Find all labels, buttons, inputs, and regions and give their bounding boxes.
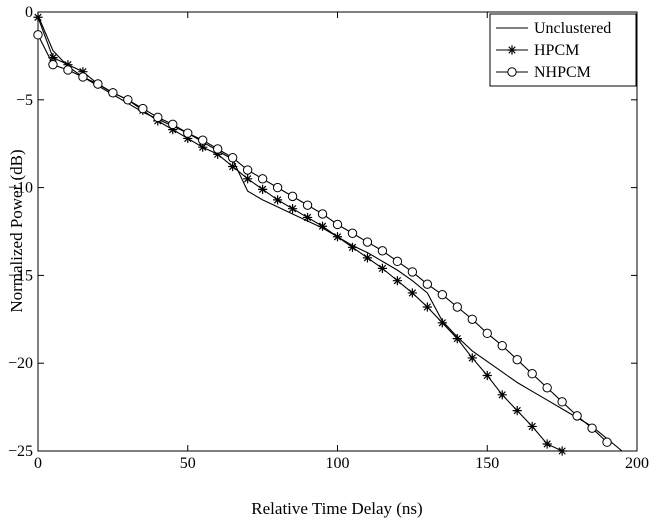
data-point-hpcm (407, 288, 417, 298)
data-point-hpcm (482, 370, 492, 381)
data-point-nhpcm (467, 314, 477, 324)
data-point-nhpcm (392, 256, 403, 267)
data-point-hpcm (452, 334, 462, 344)
data-point-hpcm (198, 142, 208, 152)
data-point-nhpcm (377, 246, 388, 256)
data-point-hpcm (542, 439, 552, 449)
data-point-nhpcm (332, 219, 343, 230)
y-tick-label: −25 (8, 443, 33, 460)
y-tick-label: −5 (16, 92, 33, 109)
axis-ticks: 0 50 100 150 200 0 −5 −10 −15 −20 −25 (8, 4, 649, 472)
series-layer (33, 12, 623, 456)
data-point-nhpcm (93, 79, 103, 89)
data-point-nhpcm (302, 200, 313, 210)
data-point-nhpcm (123, 95, 133, 105)
data-point-nhpcm (33, 30, 43, 40)
data-point-hpcm (48, 53, 58, 63)
data-point-hpcm (168, 125, 178, 135)
data-point-hpcm (33, 12, 43, 22)
data-point-hpcm (377, 263, 388, 273)
data-point-nhpcm (512, 354, 522, 365)
data-point-hpcm (243, 174, 253, 184)
legend: Unclustered HPCM NHPCM (489, 13, 637, 87)
data-point-nhpcm (213, 144, 223, 154)
data-point-hpcm (512, 406, 522, 416)
legend-marker (507, 67, 517, 77)
data-point-nhpcm (48, 59, 58, 70)
data-point-hpcm (332, 232, 343, 242)
data-point-nhpcm (168, 119, 178, 130)
data-point-nhpcm (317, 209, 328, 219)
legend-marker (507, 45, 517, 55)
data-point-hpcm (183, 133, 193, 144)
data-point-nhpcm (602, 437, 612, 447)
data-point-hpcm (273, 195, 283, 205)
data-point-nhpcm (227, 153, 238, 163)
x-axis-label: Relative Time Delay (ns) (251, 499, 422, 518)
data-point-nhpcm (482, 328, 492, 339)
data-point-hpcm (317, 221, 328, 231)
data-point-hpcm (467, 353, 477, 363)
series-nhpcm (33, 30, 612, 447)
data-point-nhpcm (437, 290, 448, 300)
data-point-hpcm (527, 421, 537, 432)
data-point-nhpcm (362, 237, 373, 247)
x-tick-label: 50 (180, 455, 196, 472)
data-point-hpcm (557, 446, 567, 456)
data-point-nhpcm (242, 165, 253, 175)
data-point-nhpcm (183, 128, 193, 138)
x-tick-label: 200 (625, 455, 649, 472)
y-tick-label: −15 (8, 267, 33, 284)
data-point-hpcm (258, 184, 268, 194)
data-point-hpcm (302, 212, 313, 223)
data-point-nhpcm (272, 182, 283, 193)
data-point-nhpcm (422, 279, 433, 289)
series-line-unclustered (37, 15, 623, 452)
data-point-nhpcm (108, 88, 118, 98)
y-tick-label: −10 (8, 180, 33, 197)
data-point-nhpcm (557, 397, 567, 407)
series-unclustered (37, 15, 623, 452)
data-point-nhpcm (287, 191, 298, 202)
legend-label: HPCM (534, 42, 579, 59)
y-axis-label: Normalized Power (dB) (7, 149, 26, 312)
data-point-nhpcm (347, 228, 358, 238)
data-point-nhpcm (452, 302, 462, 312)
data-point-hpcm (213, 149, 223, 159)
y-tick-label: −20 (8, 355, 33, 372)
x-tick-label: 0 (34, 455, 42, 472)
data-point-nhpcm (138, 103, 148, 114)
data-point-nhpcm (527, 369, 537, 379)
y-tick-label: 0 (25, 4, 33, 21)
data-point-nhpcm (153, 112, 163, 123)
data-point-nhpcm (78, 72, 88, 82)
x-tick-label: 150 (475, 455, 499, 472)
data-point-nhpcm (497, 340, 507, 351)
legend-label: NHPCM (534, 64, 591, 81)
data-point-nhpcm (63, 65, 73, 75)
x-tick-label: 100 (326, 455, 350, 472)
data-point-nhpcm (572, 411, 582, 421)
data-point-hpcm (422, 302, 432, 312)
data-point-nhpcm (587, 423, 597, 433)
data-point-nhpcm (257, 174, 268, 184)
data-point-nhpcm (198, 135, 208, 145)
data-point-hpcm (63, 60, 73, 70)
data-point-nhpcm (542, 383, 552, 393)
data-point-hpcm (347, 242, 358, 252)
data-point-hpcm (78, 67, 88, 77)
data-point-hpcm (362, 253, 373, 263)
legend-label: Unclustered (534, 20, 611, 37)
data-point-hpcm (287, 204, 298, 214)
data-point-hpcm (497, 390, 507, 400)
data-point-hpcm (228, 161, 238, 172)
data-point-nhpcm (407, 267, 418, 277)
data-point-hpcm (437, 318, 447, 328)
data-point-hpcm (392, 276, 402, 286)
